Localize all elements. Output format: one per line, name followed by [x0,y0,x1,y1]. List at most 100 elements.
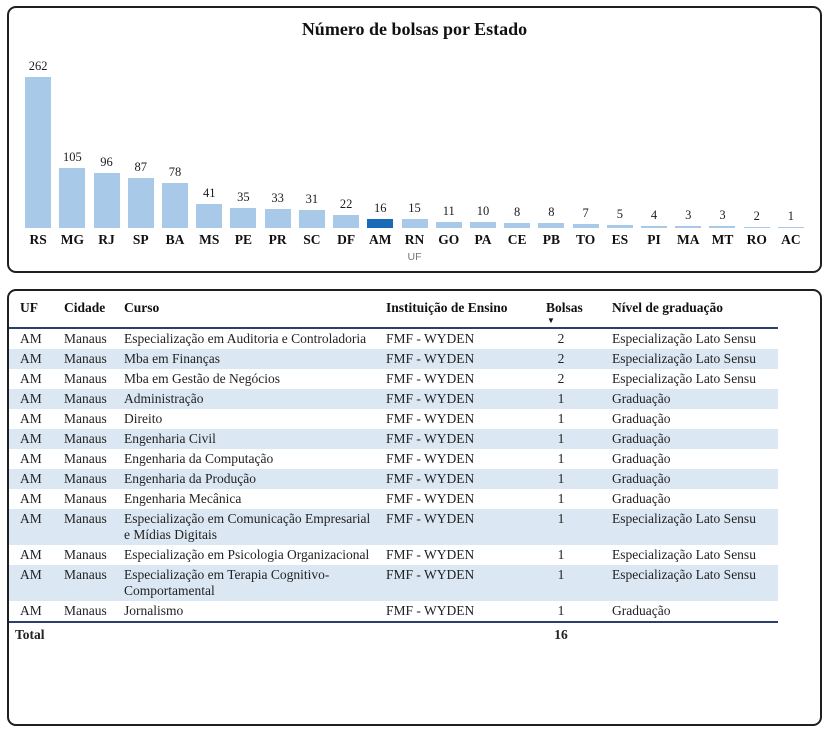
cell-bolsas: 1 [535,469,601,489]
bar-mg[interactable] [59,167,86,228]
cell-instituicao: FMF - WYDEN [375,469,535,489]
cell-uf: AM [20,371,42,386]
bar-go[interactable] [435,221,462,228]
bar-sp[interactable] [127,177,154,228]
x-tick-pi: PI [647,232,661,247]
table-row[interactable]: AM Manaus Especialização em Psicologia Org… [9,545,778,565]
bar-group-ac: 1 [774,56,808,228]
table-row[interactable]: AM Manaus Jornalismo FMF - WYDEN 1 Graduação [9,601,778,622]
bar-group-pr: 33 [261,56,295,228]
bar-pa[interactable] [469,222,496,228]
cell-instituicao: FMF - WYDEN [386,331,475,346]
column-header-instituicao[interactable]: Instituição de Ensino [375,291,535,329]
x-tick-ce: CE [507,232,527,247]
bar-ro[interactable] [743,226,770,228]
table-row[interactable]: AM Manaus Especialização em Terapia Cognit… [9,565,778,601]
bar-pr[interactable] [264,208,291,228]
bar-group-pb: 8 [534,56,568,228]
cell-bolsas: 1 [535,565,601,601]
table-row[interactable]: AM Manaus Engenharia da Computação FMF - WY… [9,449,778,469]
cell-nivel: Graduação [601,389,778,409]
bar-rs[interactable] [25,77,52,228]
bar-ac[interactable] [777,226,804,228]
bar-ms[interactable] [196,204,223,228]
bar-value-label-es: 5 [616,207,623,222]
cell-bolsas: 2 [557,331,565,346]
column-header-curso[interactable]: Curso [113,291,375,329]
bar-pi[interactable] [641,225,668,228]
table-row[interactable]: AM Manaus Administração FMF - WYDEN 1 Graduaç… [9,389,778,409]
x-tick-pr: PR [268,232,287,247]
column-header-uf[interactable]: UF [9,291,53,329]
table-row[interactable]: AM Manaus Especialização em Auditoria e Co… [9,328,778,349]
column-header-bolsas[interactable]: Bolsas ▼ [535,291,601,329]
bar-value-label-ce: 8 [514,205,521,220]
bar-to[interactable] [572,223,599,228]
table-row[interactable]: AM Manaus Direito FMF - WYDEN 1 Graduação [9,409,778,429]
bar-df[interactable] [333,215,360,228]
cell-instituicao: FMF - WYDEN [386,491,475,506]
bar-group-ce: 8 [500,56,534,228]
cell-cidade: Manaus [53,389,113,409]
bar-group-sc: 31 [295,56,329,228]
column-header-cidade[interactable]: Cidade [53,291,113,329]
column-header-nivel[interactable]: Nível de graduação [601,291,778,329]
bar-group-es: 5 [603,56,637,228]
cell-bolsas: 1 [557,451,565,466]
bar-group-to: 7 [569,56,603,228]
bar-ma[interactable] [675,226,702,228]
x-tick-ms: MS [199,232,220,247]
cell-nivel: Especialização Lato Sensu [612,331,756,346]
bar-am-selected[interactable] [367,218,394,228]
bar-pb[interactable] [538,223,565,228]
bolsas-table: UF Cidade Curso Instituição de Ensino Bo… [9,291,778,647]
bar-value-label-go: 11 [442,203,455,218]
bar-ce[interactable] [504,223,531,228]
table-row[interactable]: AM Manaus Engenharia Mecânica FMF - WYDEN 1 G… [9,489,778,509]
cell-nivel: Especialização Lato Sensu [601,509,778,545]
x-tick-rn: RN [404,232,425,247]
cell-uf: AM [20,411,42,426]
cell-uf: AM [9,469,53,489]
cell-uf: AM [20,491,42,506]
cell-cidade: Manaus [53,565,113,601]
x-tick-rs: RS [29,232,47,247]
bar-pe[interactable] [230,207,257,228]
x-tick-sc: SC [303,232,321,247]
sort-descending-icon: ▼ [547,316,555,325]
bar-rn[interactable] [401,219,428,228]
table-header-row: UF Cidade Curso Instituição de Ensino Bo… [9,291,778,329]
table-row[interactable]: AM Manaus Engenharia da Produção FMF - WYDE… [9,469,778,489]
bar-group-rj: 96 [89,56,123,228]
bar-group-rn: 15 [397,56,431,228]
cell-uf: AM [20,451,42,466]
table-row[interactable]: AM Manaus Especialização em Comunicação Em… [9,509,778,545]
cell-nivel: Graduação [612,411,671,426]
table-panel: UF Cidade Curso Instituição de Ensino Bo… [7,289,822,726]
table-row[interactable]: AM Manaus Engenharia Civil FMF - WYDEN 1 Grad… [9,429,778,449]
bar-group-go: 11 [432,56,466,228]
cell-instituicao: FMF - WYDEN [386,371,475,386]
x-tick-ba: BA [165,232,185,247]
cell-curso: Engenharia da Produção [113,469,375,489]
bar-value-label-mt: 3 [719,208,726,223]
bar-mt[interactable] [709,226,736,228]
cell-instituicao: FMF - WYDEN [386,451,475,466]
cell-uf: AM [9,509,53,545]
table-row[interactable]: AM Manaus Mba em Finanças FMF - WYDEN 2 Espec… [9,349,778,369]
cell-instituicao: FMF - WYDEN [386,547,475,562]
bar-value-label-df: 22 [339,197,353,212]
cell-curso: Administração [113,389,375,409]
cell-bolsas: 1 [557,491,565,506]
bar-es[interactable] [606,225,633,228]
cell-bolsas: 1 [557,547,565,562]
bar-value-label-pa: 10 [476,204,490,219]
bar-rj[interactable] [93,172,120,228]
bar-sc[interactable] [298,210,325,228]
bar-value-label-pe: 35 [237,189,250,204]
cell-cidade: Manaus [53,349,113,369]
cell-curso: Especialização em Terapia Cognitivo-Comp… [113,565,375,601]
table-row[interactable]: AM Manaus Mba em Gestão de Negócios FMF - W… [9,369,778,389]
bar-ba[interactable] [161,183,188,228]
